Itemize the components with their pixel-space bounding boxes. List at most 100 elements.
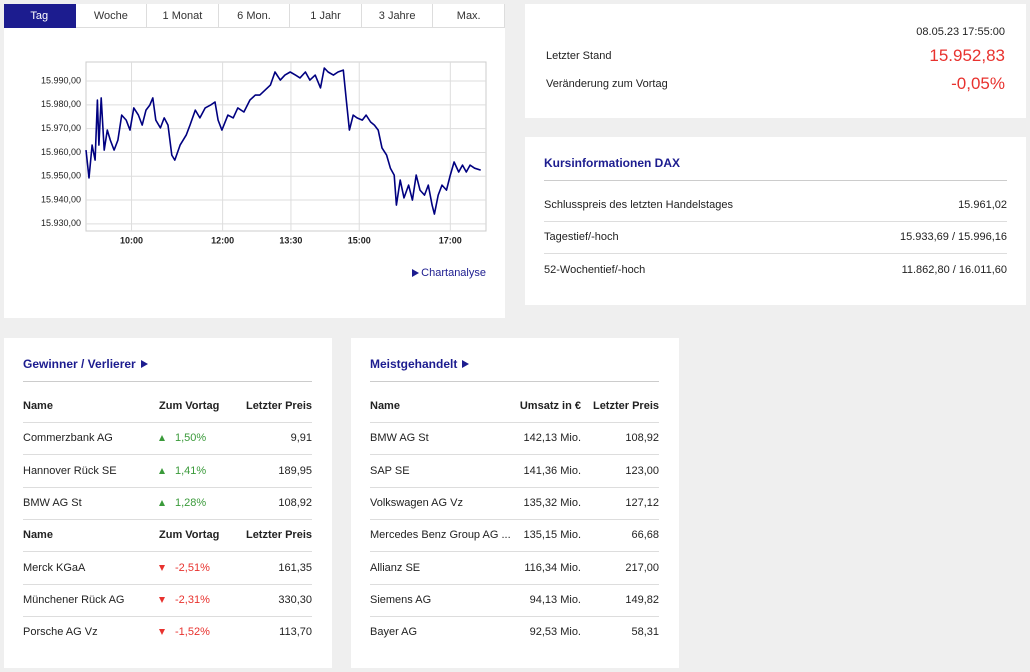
separator [23, 551, 312, 553]
kursinfo-label: 52-Wochentief/-hoch [544, 263, 646, 276]
column-header: Zum Vortag [159, 529, 220, 542]
chart-link[interactable]: Chartanalyse [421, 267, 486, 279]
price: 58,31 [631, 626, 659, 639]
most-traded-panel: Meistgehandelt Name Umsatz in € Letzter Pre… [351, 338, 679, 668]
price: 123,00 [625, 464, 659, 477]
column-header: Zum Vortag [159, 400, 220, 412]
stock-name: BMW AG St [23, 496, 82, 509]
column-header: Name [23, 400, 53, 412]
separator [370, 422, 659, 423]
separator [370, 551, 659, 553]
tab[interactable]: 1 Monat [147, 4, 219, 28]
separator [23, 486, 312, 488]
turnover: 135,15 Mio. [523, 529, 581, 542]
tab[interactable]: Tag [4, 4, 76, 28]
turnover: 141,36 Mio. [523, 464, 581, 477]
quote-label: Letzter Stand [546, 50, 612, 62]
change: 1,28% [175, 496, 207, 509]
separator [23, 583, 312, 585]
turnover: 135,32 Mio. [523, 496, 581, 509]
separator [370, 615, 659, 617]
chart-panel: Tag Woche 1 Monat 6 Mon. 1 Jahr 3 Jahre Max. 15… [4, 4, 505, 318]
column-header: Letzter Preis [245, 529, 312, 542]
y-tick-label: 15.950,00 [41, 171, 81, 181]
price: 9,91 [290, 432, 312, 445]
price: 113,70 [279, 626, 312, 639]
separator [23, 518, 312, 520]
stock-name: Commerzbank AG [23, 432, 113, 445]
change: 1,50% [175, 432, 207, 445]
turnover: 92,53 Mio. [529, 626, 581, 639]
stock-name: Mercedes Benz Group AG ... [370, 529, 511, 542]
title-icon[interactable] [141, 360, 148, 368]
stock-name: SAP SE [370, 464, 410, 477]
column-header: Umsatz in € [519, 400, 581, 412]
stock-name: Münchener Rück AG [23, 593, 125, 606]
tab[interactable]: 1 Jahr [290, 4, 362, 28]
kursinfo-value: 11.862,80 / 16.011,60 [901, 263, 1007, 276]
separator [370, 381, 659, 382]
stock-name: Bayer AG [370, 626, 418, 639]
stock-name: BMW AG St [370, 432, 429, 445]
trend-icon [159, 499, 165, 506]
trend-icon [159, 467, 165, 474]
price: 149,82 [625, 593, 659, 606]
title-icon[interactable] [462, 360, 469, 368]
separator [544, 253, 1007, 255]
chart: 15.930,00 15.940,00 15.950,00 15.960,00 15.9… [41, 61, 487, 245]
chart-link-icon[interactable] [412, 269, 419, 277]
kursinfo-label: Tagestief/-hoch [544, 231, 619, 244]
x-tick-label: 10:00 [120, 235, 143, 245]
kursinfo-label: Schlusspreis des letzten Handelstages [544, 199, 733, 211]
trend-icon [159, 435, 165, 442]
trend-icon [159, 629, 165, 636]
separator [23, 454, 312, 456]
separator [370, 454, 659, 456]
tab[interactable]: 3 Jahre [361, 4, 434, 28]
trend-icon [159, 596, 165, 603]
tab[interactable]: Max. [433, 4, 505, 28]
change: -2,31% [175, 593, 210, 606]
tab[interactable]: 6 Mon. [218, 4, 291, 28]
kursinfo-title: Kursinformationen DAX [544, 156, 681, 170]
y-tick-label: 15.990,00 [41, 75, 81, 85]
turnover: 116,34 Mio. [524, 561, 581, 574]
stock-name: Hannover Rück SE [23, 464, 117, 477]
column-header: Name [23, 529, 53, 542]
kursinfo-panel: Kursinformationen DAX Schlusspreis des le… [525, 137, 1026, 305]
column-header: Name [370, 400, 400, 412]
price: 108,92 [278, 496, 312, 509]
quote-panel: 08.05.23 17:55:00 Letzter Stand 15.952,83 V… [525, 4, 1026, 118]
y-tick-label: 15.940,00 [41, 194, 81, 204]
quote-value: 15.952,83 [929, 46, 1005, 65]
winners-panel: Gewinner / Verlierer Name Zum Vortag Letzte… [4, 338, 332, 668]
separator [23, 615, 312, 617]
y-tick-label: 15.960,00 [41, 147, 81, 157]
x-tick-label: 15:00 [348, 235, 371, 245]
price: 189,95 [278, 464, 312, 477]
stock-name: Siemens AG [370, 593, 432, 606]
price: 161,35 [278, 561, 312, 574]
stock-name: Volkswagen AG Vz [370, 496, 463, 509]
section-title: Gewinner / Verlierer [23, 357, 136, 371]
stock-name: Merck KGaA [23, 561, 86, 574]
x-tick-label: 17:00 [439, 235, 462, 245]
separator [370, 583, 659, 585]
price: 217,00 [625, 561, 659, 574]
y-tick-label: 15.930,00 [41, 218, 81, 228]
stock-name: Porsche AG Vz [23, 626, 98, 639]
y-tick-label: 15.980,00 [41, 99, 81, 109]
turnover: 142,13 Mio. [523, 432, 581, 445]
plot-frame [85, 61, 487, 232]
section-title: Meistgehandelt [370, 357, 458, 371]
y-tick-label: 15.970,00 [41, 123, 81, 133]
kursinfo-value: 15.933,69 / 15.996,16 [899, 231, 1007, 244]
price: 330,30 [278, 593, 312, 606]
price: 66,68 [631, 529, 659, 542]
quote-value: -0,05% [951, 74, 1005, 93]
stock-name: Allianz SE [370, 561, 421, 574]
price: 127,12 [625, 496, 659, 509]
tab[interactable]: Woche [75, 4, 148, 28]
change: 1,41% [175, 464, 207, 477]
